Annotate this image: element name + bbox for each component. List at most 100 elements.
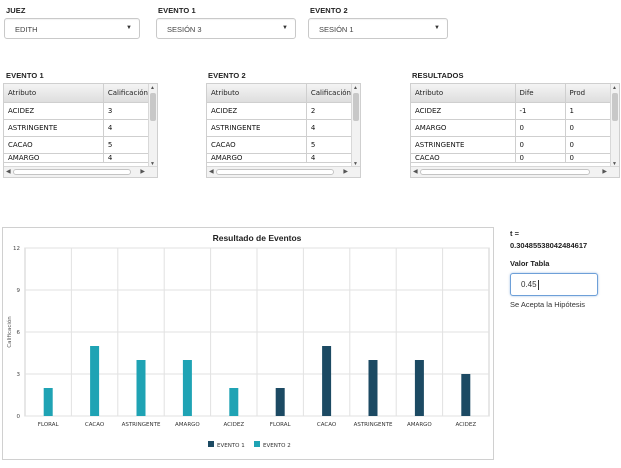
column-header-prod[interactable]: Prod xyxy=(565,84,611,103)
bar-evento-1 xyxy=(461,374,471,416)
scroll-left-icon[interactable]: ◀ xyxy=(6,169,11,175)
scroll-down-icon[interactable]: ▼ xyxy=(150,161,155,167)
table-cell: ASTRINGENTE xyxy=(411,136,516,154)
scroll-left-icon[interactable]: ◀ xyxy=(209,169,214,175)
bar-evento-2 xyxy=(229,388,239,416)
column-header-calificacion[interactable]: Calificación xyxy=(306,84,353,103)
legend-swatch xyxy=(254,441,260,447)
event2-select[interactable]: SESIÓN 1 ▼ xyxy=(308,18,448,39)
table-header-row: Atributo Dife Prod xyxy=(411,84,611,103)
horizontal-scrollbar[interactable]: ◀ ▶ xyxy=(4,166,157,177)
event1-table-title: EVENTO 1 xyxy=(6,71,44,80)
scrollbar-thumb[interactable] xyxy=(420,169,590,175)
bar-evento-2 xyxy=(182,360,192,416)
vertical-scrollbar[interactable]: ▲ ▼ xyxy=(351,84,360,168)
table-cell: ACIDEZ xyxy=(4,102,104,120)
table-cell: 0 xyxy=(515,153,566,163)
column-header-calificacion[interactable]: Calificación xyxy=(103,84,150,103)
table-cell: 5 xyxy=(103,136,150,154)
valor-tabla-input[interactable]: 0.45 xyxy=(510,273,598,296)
scroll-up-icon[interactable]: ▲ xyxy=(612,85,617,91)
table-row[interactable]: ACIDEZ -1 1 xyxy=(411,102,611,120)
table-row[interactable]: CACAO 5 xyxy=(4,136,150,154)
table-header-row: Atributo Calificación xyxy=(207,84,353,103)
scroll-right-icon[interactable]: ▶ xyxy=(140,169,145,175)
table-cell: 1 xyxy=(565,102,611,120)
scroll-left-icon[interactable]: ◀ xyxy=(413,169,418,175)
table-row[interactable]: AMARGO 0 0 xyxy=(411,119,611,137)
table-cell: 4 xyxy=(103,119,150,137)
table-cell: 0 xyxy=(565,153,611,163)
vertical-scrollbar[interactable]: ▲ ▼ xyxy=(148,84,157,168)
horizontal-scrollbar[interactable]: ◀ ▶ xyxy=(411,166,619,177)
table-header-row: Atributo Calificación xyxy=(4,84,150,103)
events-chart-panel: Resultado de Eventos 0 3 6 9 12 Calificación FL… xyxy=(2,227,494,460)
scroll-right-icon[interactable]: ▶ xyxy=(602,169,607,175)
x-tick-label: ASTRINGENTE xyxy=(354,422,393,428)
table-cell: ACIDEZ xyxy=(207,102,307,120)
event1-label: EVENTO 1 xyxy=(158,6,196,15)
table-row[interactable]: ASTRINGENTE 4 xyxy=(207,119,353,137)
table-row[interactable]: AMARGO 4 xyxy=(207,153,353,163)
event2-label: EVENTO 2 xyxy=(310,6,348,15)
event1-table: Atributo Calificación ACIDEZ 3 ASTRINGENT… xyxy=(3,83,158,178)
bar-evento-1 xyxy=(414,360,424,416)
table-cell: 4 xyxy=(103,153,150,163)
x-tick-label: ASTRINGENTE xyxy=(122,422,161,428)
event1-select[interactable]: SESIÓN 3 ▼ xyxy=(156,18,296,39)
valor-tabla-input-value: 0.45 xyxy=(521,280,537,290)
table-cell: 0 xyxy=(515,119,566,137)
table-cell: ACIDEZ xyxy=(411,102,516,120)
t-statistic-value: 0.30485538042484617 xyxy=(510,241,588,250)
y-tick-label: 3 xyxy=(17,372,21,378)
judge-select[interactable]: EDITH ▼ xyxy=(4,18,140,39)
legend-label: EVENTO 1 xyxy=(217,443,245,449)
scroll-right-icon[interactable]: ▶ xyxy=(343,169,348,175)
vertical-scrollbar[interactable]: ▲ ▼ xyxy=(610,84,619,168)
table-cell: CACAO xyxy=(4,136,104,154)
x-tick-label: AMARGO xyxy=(175,422,200,428)
scroll-down-icon[interactable]: ▼ xyxy=(612,161,617,167)
bar-evento-2 xyxy=(43,388,53,416)
scrollbar-thumb[interactable] xyxy=(216,169,334,175)
scrollbar-thumb[interactable] xyxy=(353,93,359,121)
column-header-atributo[interactable]: Atributo xyxy=(4,84,104,103)
table-row[interactable]: CACAO 5 xyxy=(207,136,353,154)
table-cell: 2 xyxy=(306,102,353,120)
table-row[interactable]: ASTRINGENTE 4 xyxy=(4,119,150,137)
x-tick-label: ACIDEZ xyxy=(455,422,476,428)
table-row[interactable]: AMARGO 4 xyxy=(4,153,150,163)
scrollbar-thumb[interactable] xyxy=(13,169,131,175)
table-cell: AMARGO xyxy=(207,153,307,163)
horizontal-scrollbar[interactable]: ◀ ▶ xyxy=(207,166,360,177)
table-cell: 0 xyxy=(515,136,566,154)
x-tick-label: FLORAL xyxy=(270,422,292,428)
table-row[interactable]: ASTRINGENTE 0 0 xyxy=(411,136,611,154)
table-cell: -1 xyxy=(515,102,566,120)
column-header-dife[interactable]: Dife xyxy=(515,84,566,103)
valor-tabla-label: Valor Tabla xyxy=(510,259,550,268)
table-row[interactable]: ACIDEZ 2 xyxy=(207,102,353,120)
table-cell: 0 xyxy=(565,119,611,137)
table-cell: ASTRINGENTE xyxy=(207,119,307,137)
event2-table: Atributo Calificación ACIDEZ 2 ASTRINGENT… xyxy=(206,83,361,178)
chevron-down-icon: ▼ xyxy=(126,25,132,31)
table-row[interactable]: ACIDEZ 3 xyxy=(4,102,150,120)
y-tick-label: 0 xyxy=(17,414,21,420)
x-tick-label: CACAO xyxy=(317,422,337,428)
column-header-atributo[interactable]: Atributo xyxy=(411,84,516,103)
column-header-atributo[interactable]: Atributo xyxy=(207,84,307,103)
table-row[interactable]: CACAO 0 0 xyxy=(411,153,611,163)
events-chart: Resultado de Eventos 0 3 6 9 12 Calificación FL… xyxy=(6,233,490,449)
y-tick-label: 9 xyxy=(17,288,21,294)
scrollbar-thumb[interactable] xyxy=(150,93,156,121)
y-tick-label: 12 xyxy=(13,246,20,252)
table-cell: CACAO xyxy=(411,153,516,163)
scroll-down-icon[interactable]: ▼ xyxy=(353,161,358,167)
bar-evento-1 xyxy=(368,360,378,416)
scrollbar-thumb[interactable] xyxy=(612,93,618,121)
scroll-up-icon[interactable]: ▲ xyxy=(353,85,358,91)
table-cell: AMARGO xyxy=(411,119,516,137)
scroll-up-icon[interactable]: ▲ xyxy=(150,85,155,91)
table-cell: CACAO xyxy=(207,136,307,154)
